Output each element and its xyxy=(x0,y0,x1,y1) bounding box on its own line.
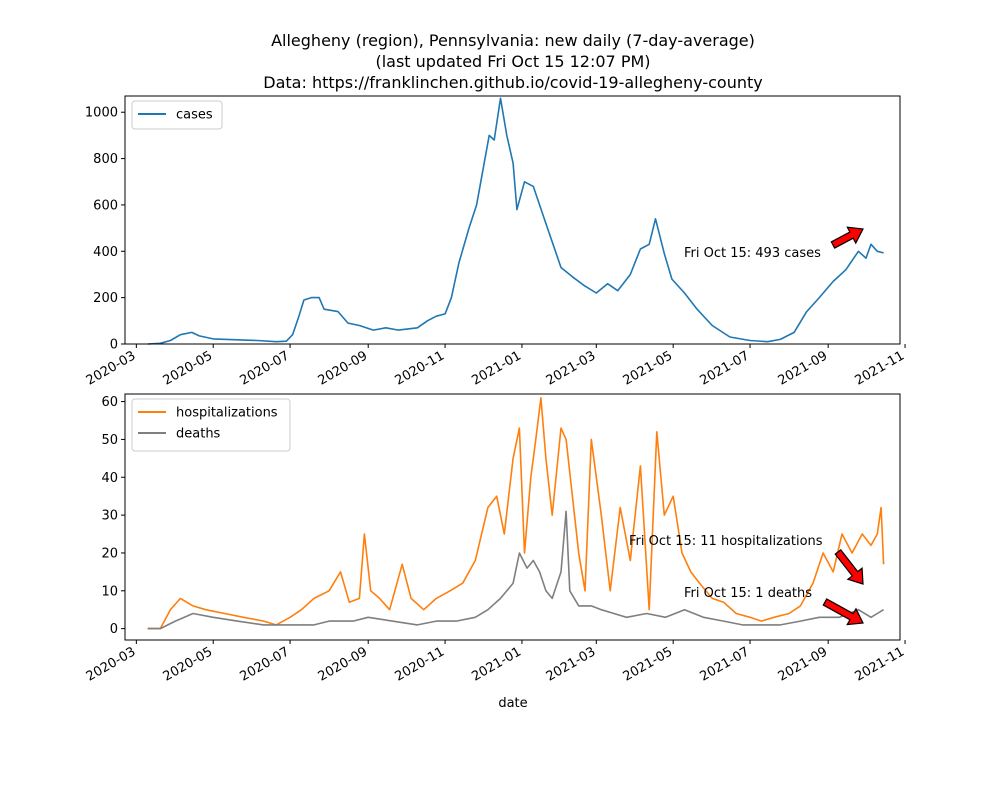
legend-label-hospitalizations: hospitalizations xyxy=(176,406,278,421)
x-tick-label: 2021-09 xyxy=(776,644,831,684)
x-tick-label: 2021-03 xyxy=(544,348,599,388)
x-tick-label: 2021-03 xyxy=(544,644,599,684)
title-line-1: Allegheny (region), Pennsylvania: new da… xyxy=(271,31,755,50)
cases-panel: 0 200 400 600 800 1000 2020-03 2020-05 2020-07 20… xyxy=(84,95,907,389)
x-tick-label: 2021-11 xyxy=(852,644,907,684)
figure-title: Allegheny (region), Pennsylvania: new da… xyxy=(263,31,762,92)
y-tick-label: 40 xyxy=(101,471,118,486)
annotation-text: Fri Oct 15: 11 hospitalizations xyxy=(629,534,823,549)
y-tick-label: 800 xyxy=(93,152,118,167)
x-tick-label: 2020-05 xyxy=(161,644,216,684)
legend-label-cases: cases xyxy=(176,108,213,123)
deaths-series-line xyxy=(147,510,885,630)
title-line-2: (last updated Fri Oct 15 12:07 PM) xyxy=(375,52,650,71)
x-tick-label: 2021-07 xyxy=(697,644,752,684)
y-tick-label: 600 xyxy=(93,198,118,213)
legend: hospitalizations deaths xyxy=(131,398,291,452)
y-tick-label: 0 xyxy=(110,622,118,637)
x-axis-label: date xyxy=(498,696,527,711)
x-tick-label: 2021-05 xyxy=(621,644,676,684)
x-tick-label: 2021-01 xyxy=(469,348,524,388)
x-tick-label: 2020-05 xyxy=(161,348,216,388)
y-tick-label: 30 xyxy=(101,509,118,524)
x-tick-label: 2020-07 xyxy=(238,348,293,388)
annotation-text: Fri Oct 15: 493 cases xyxy=(684,246,821,261)
legend: cases xyxy=(131,100,223,130)
axes-frame xyxy=(124,393,901,641)
y-tick-label: 60 xyxy=(101,395,118,410)
x-tick-label: 2020-03 xyxy=(84,644,139,684)
y-tick-label: 1000 xyxy=(85,106,118,121)
y-tick-label: 50 xyxy=(101,433,118,448)
annotation-arrow-down xyxy=(834,549,864,585)
y-tick-label: 200 xyxy=(93,291,118,306)
x-tick-label: 2021-01 xyxy=(469,644,524,684)
annotation-arrow-down xyxy=(822,598,864,626)
axes-frame xyxy=(124,95,901,345)
y-tick-label: 0 xyxy=(110,338,118,353)
annotation-text: Fri Oct 15: 1 deaths xyxy=(684,586,812,601)
hospitalizations-deaths-panel: 0 10 20 30 40 50 60 2020-03 2020-05 2020-07 2020-0… xyxy=(84,393,907,685)
legend-box xyxy=(131,100,223,130)
x-tick-label: 2021-07 xyxy=(697,348,752,388)
y-tick-label: 20 xyxy=(101,546,118,561)
x-tick-label: 2021-11 xyxy=(852,348,907,388)
y-tick-label: 400 xyxy=(93,245,118,260)
y-tick-label: 10 xyxy=(101,584,118,599)
hospitalizations-series-line xyxy=(147,396,885,630)
x-tick-label: 2021-05 xyxy=(621,348,676,388)
x-tick-label: 2020-11 xyxy=(393,644,448,684)
x-tick-label: 2020-11 xyxy=(393,348,448,388)
x-tick-label: 2020-09 xyxy=(316,644,371,684)
legend-label-deaths: deaths xyxy=(176,427,221,442)
x-tick-label: 2020-09 xyxy=(316,348,371,388)
x-tick-label: 2020-07 xyxy=(238,644,293,684)
x-tick-label: 2020-03 xyxy=(84,348,139,388)
x-tick-label: 2021-09 xyxy=(776,348,831,388)
annotation-arrow-up xyxy=(830,226,864,249)
legend-box xyxy=(131,398,291,452)
cases-series-line xyxy=(147,97,884,345)
title-line-3: Data: https://franklinchen.github.io/cov… xyxy=(263,73,762,92)
